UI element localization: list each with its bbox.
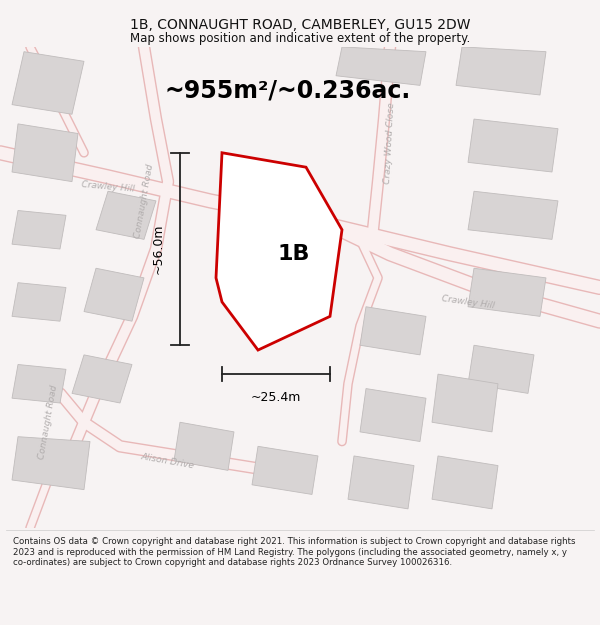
Text: Connaught Road: Connaught Road [133,163,155,239]
Polygon shape [432,374,498,432]
Text: 1B: 1B [278,244,310,264]
Polygon shape [84,268,144,321]
Text: Connaught Road: Connaught Road [37,384,59,460]
Polygon shape [216,152,342,350]
Polygon shape [468,119,558,172]
Polygon shape [468,191,558,239]
Text: Alison Drive: Alison Drive [140,452,196,470]
Polygon shape [228,254,306,307]
Polygon shape [12,52,84,114]
Polygon shape [72,355,132,403]
Polygon shape [252,446,318,494]
Polygon shape [432,456,498,509]
Text: Map shows position and indicative extent of the property.: Map shows position and indicative extent… [130,32,470,45]
Polygon shape [174,422,234,471]
Polygon shape [96,191,156,239]
Text: Crawley Hill: Crawley Hill [441,294,495,310]
Polygon shape [228,254,306,307]
Polygon shape [456,47,546,95]
Polygon shape [468,345,534,393]
Text: Crawley Hill: Crawley Hill [81,179,135,193]
Text: Contains OS data © Crown copyright and database right 2021. This information is : Contains OS data © Crown copyright and d… [13,538,576,568]
Polygon shape [12,437,90,489]
Polygon shape [360,389,426,441]
Polygon shape [336,47,426,86]
Polygon shape [12,124,78,182]
Polygon shape [360,307,426,355]
Text: ~955m²/~0.236ac.: ~955m²/~0.236ac. [165,78,411,102]
Polygon shape [12,364,66,403]
Polygon shape [348,456,414,509]
Polygon shape [12,211,66,249]
Text: ~56.0m: ~56.0m [152,224,165,274]
Text: Crazy Wood Close: Crazy Wood Close [383,102,397,184]
Text: ~25.4m: ~25.4m [251,391,301,404]
Text: 1B, CONNAUGHT ROAD, CAMBERLEY, GU15 2DW: 1B, CONNAUGHT ROAD, CAMBERLEY, GU15 2DW [130,18,470,32]
Polygon shape [468,268,546,316]
Polygon shape [12,282,66,321]
